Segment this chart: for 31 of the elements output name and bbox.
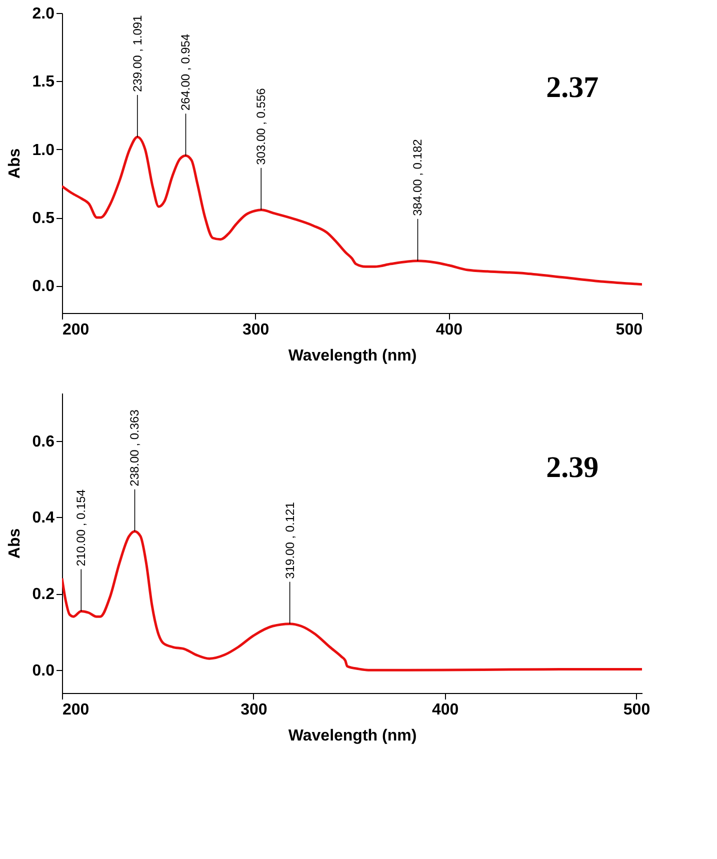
y-tick-label: 2.0 bbox=[32, 6, 55, 22]
y-axis-title: Abs bbox=[6, 148, 24, 179]
y-tick-label: 0.0 bbox=[32, 662, 55, 680]
annotation: 210.00 , 0.154 bbox=[74, 489, 88, 566]
y-tick-label: 1.5 bbox=[32, 74, 55, 91]
y-tick-label: 0.0 bbox=[32, 278, 55, 296]
annotation: 238.00 , 0.363 bbox=[128, 409, 142, 486]
y-tick-label: 0.2 bbox=[32, 586, 55, 604]
line-series bbox=[62, 530, 642, 672]
annotation: 2.37 bbox=[546, 71, 599, 104]
annotation: 264.00 , 0.954 bbox=[178, 34, 193, 111]
y-tick-label: 0.5 bbox=[32, 210, 55, 228]
x-tick-label: 200 bbox=[62, 702, 90, 718]
annotation: 2.39 bbox=[546, 451, 599, 484]
x-tick-label: 500 bbox=[623, 702, 650, 718]
x-tick-label: 300 bbox=[242, 322, 270, 338]
x-axis-title: Wavelength (nm) bbox=[288, 728, 417, 744]
annotation: 319.00 , 0.121 bbox=[282, 502, 297, 579]
annotation: 384.00 , 0.182 bbox=[410, 138, 425, 216]
y-tick-label: 0.6 bbox=[32, 433, 55, 450]
x-tick-label: 400 bbox=[432, 702, 459, 718]
annotation: 239.00 , 1.091 bbox=[130, 14, 144, 92]
x-axis-title: Wavelength (nm) bbox=[288, 348, 417, 364]
y-tick-label: 0.4 bbox=[32, 510, 55, 527]
y-axis-title: Abs bbox=[6, 528, 24, 559]
x-tick-label: 200 bbox=[62, 322, 90, 338]
y-tick-label: 1.0 bbox=[32, 142, 55, 159]
x-tick-label: 400 bbox=[436, 322, 463, 338]
annotation: 303.00 , 0.556 bbox=[254, 88, 268, 165]
x-tick-label: 300 bbox=[240, 702, 268, 718]
x-tick-label: 500 bbox=[616, 322, 643, 338]
